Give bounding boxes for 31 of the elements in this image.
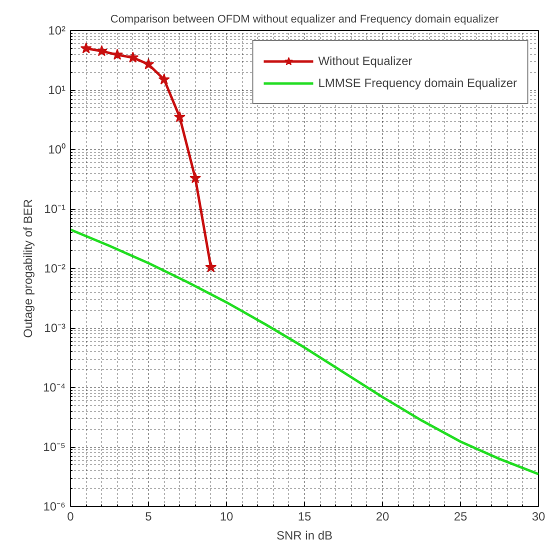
y-tick-label: 10⁻² [44, 262, 66, 276]
point [174, 111, 186, 122]
y-axis-title: Outage progability of BER [20, 198, 35, 338]
point [127, 52, 139, 63]
y-tick-label: 10⁰ [48, 142, 66, 156]
point [205, 261, 217, 272]
y-tick-label: 10⁻⁶ [43, 500, 66, 514]
y-tick-label: 10⁻¹ [44, 202, 66, 216]
x-tick-label: 30 [532, 510, 546, 524]
legend-label: LMMSE Frequency domain Equalizer [318, 76, 517, 90]
line-series [70, 228, 538, 476]
legend-label: Without Equalizer [318, 54, 412, 68]
point [80, 42, 92, 54]
x-tick-label: 10 [220, 510, 234, 524]
x-tick-label: 20 [376, 510, 390, 524]
y-tick-label: 10¹ [48, 83, 66, 97]
y-tick-label: 10⁻⁴ [42, 380, 66, 394]
x-tick-label: 15 [298, 510, 312, 524]
y-tick-label: 10² [48, 24, 66, 38]
point [112, 48, 124, 60]
y-tick-label: 10⁻⁵ [43, 440, 66, 454]
point [96, 45, 108, 56]
x-tick-label: 5 [145, 510, 152, 524]
x-axis-title: SNR in dB [276, 528, 333, 542]
point [190, 172, 202, 184]
point [142, 58, 154, 70]
point [158, 74, 170, 84]
x-tick-label: 25 [454, 510, 468, 524]
y-tick-label: 10⁻³ [44, 321, 66, 335]
chart-title: Comparison between OFDM without equalizer and Frequency domain equalizer [110, 14, 499, 26]
x-tick-label: 0 [67, 510, 74, 524]
